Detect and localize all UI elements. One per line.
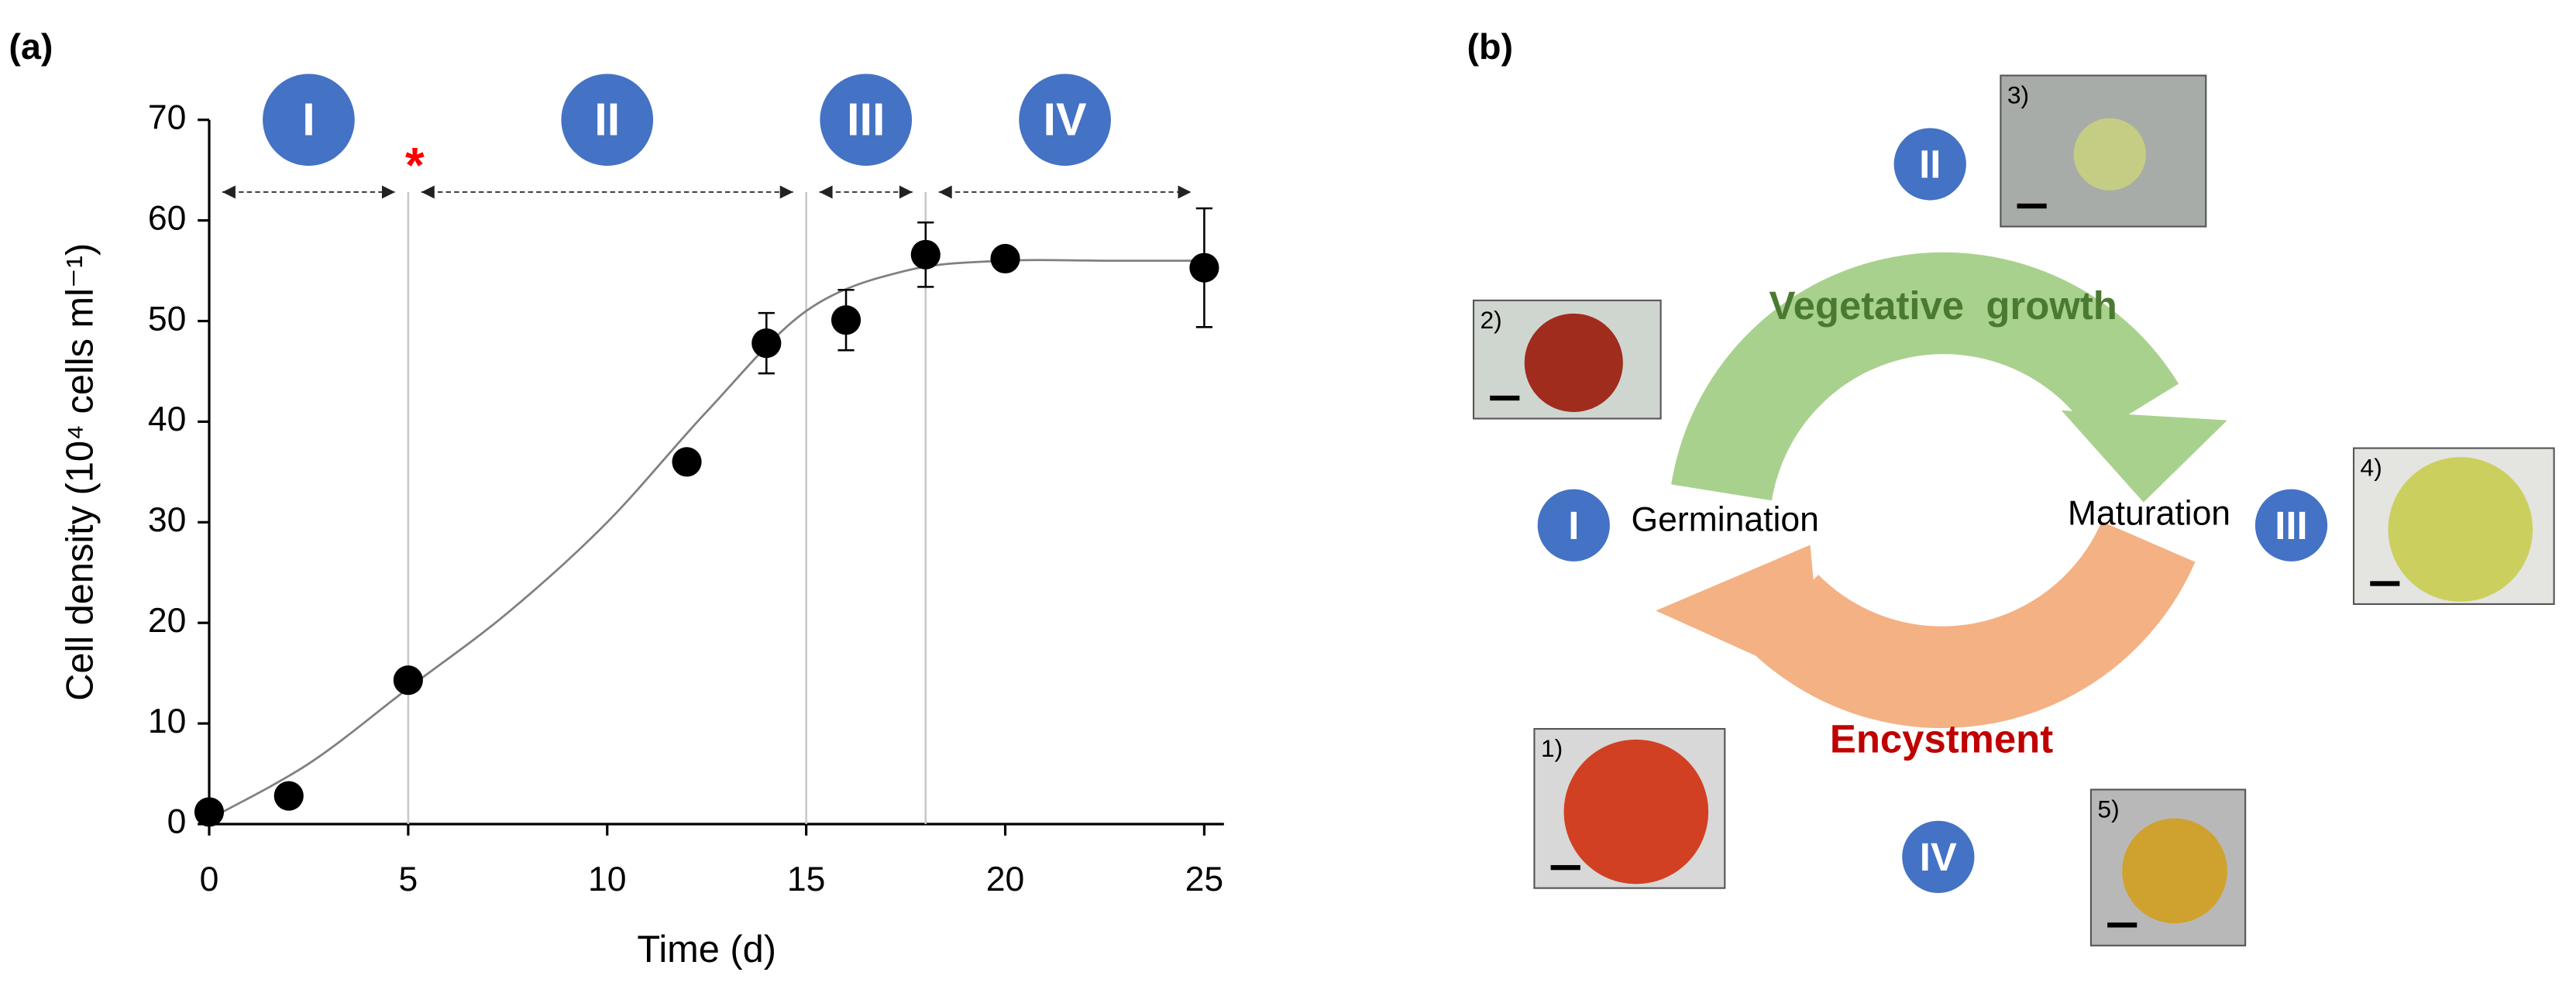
cell <box>2388 457 2533 602</box>
phase-badge <box>820 74 913 167</box>
scale-bar <box>1490 395 1520 401</box>
data-point <box>273 781 304 811</box>
x-tick-label: 0 <box>200 860 219 898</box>
arrow-head <box>819 185 833 199</box>
scale-bar <box>2107 922 2137 928</box>
scale-bar <box>1550 864 1580 871</box>
fit-curve <box>208 259 1205 820</box>
y-tick-label: 10 <box>148 702 187 740</box>
phase-badge <box>1902 820 1975 893</box>
life-cycle: Vegetative growth Encystment Germination… <box>1631 252 2230 761</box>
x-tick-label: 25 <box>1185 860 1223 898</box>
phase-label: II <box>1919 143 1941 187</box>
scale-bar <box>2370 581 2400 586</box>
arrow-head <box>779 185 793 199</box>
stage-label: Germination <box>1631 501 1818 539</box>
phase-badge <box>263 74 355 167</box>
data-point <box>751 328 782 359</box>
y-tick-label: 30 <box>148 501 187 539</box>
arrow-head <box>1178 185 1192 199</box>
phase-badge <box>561 74 654 167</box>
arrow-head <box>899 185 913 199</box>
arrow-head <box>938 185 952 199</box>
image-label: 3) <box>2007 81 2029 108</box>
x-tick-label: 5 <box>399 860 418 898</box>
arrow-head <box>1656 544 1824 686</box>
y-tick-label: 0 <box>167 803 187 841</box>
phase-label: I <box>1568 503 1579 548</box>
phase-label: I <box>302 94 315 146</box>
micrograph <box>2000 74 2207 228</box>
x-tick-label: 20 <box>986 860 1025 898</box>
stage-label: Maturation <box>2068 494 2230 532</box>
y-tick-label: 60 <box>148 199 187 237</box>
image-label: 5) <box>2097 795 2119 823</box>
arrow-head <box>381 185 395 199</box>
arrow-label: Vegetative growth <box>1769 283 2117 328</box>
arrow-head <box>421 185 435 199</box>
data-point <box>990 243 1020 274</box>
phase-badge <box>1537 489 1610 562</box>
phase-badge <box>2254 489 2328 562</box>
x-tick-label: 10 <box>588 860 627 898</box>
cell <box>1563 739 1709 884</box>
encystment-arrow <box>1745 520 2196 729</box>
phase-label: IV <box>1044 94 1087 146</box>
y-tick-label: 70 <box>148 98 187 136</box>
phase-label: III <box>2275 503 2307 548</box>
y-tick-label: 50 <box>148 300 187 338</box>
x-axis-label: Time (d) <box>637 929 776 970</box>
scale-bar <box>2017 203 2047 209</box>
data-point <box>393 665 423 696</box>
data-point <box>194 797 225 827</box>
x-tick-label: 15 <box>787 860 826 898</box>
growth-arrow <box>1671 252 2179 502</box>
image-label: 4) <box>2361 454 2382 482</box>
panel-label: (a) <box>9 26 53 67</box>
phase-badge <box>1019 74 1111 167</box>
data-point <box>910 239 941 270</box>
phase-badge <box>1893 128 1966 201</box>
phase-label: II <box>594 94 620 146</box>
panel-label: (b) <box>1467 26 1514 67</box>
image-label: 1) <box>1541 734 1563 762</box>
arrow-head <box>222 185 236 199</box>
arrow-head <box>2061 410 2227 503</box>
data-point <box>1189 252 1219 283</box>
phase-label: III <box>847 94 885 146</box>
cell <box>2073 118 2146 191</box>
image-label: 2) <box>1480 306 1501 334</box>
y-tick-label: 20 <box>148 602 187 640</box>
data-point <box>831 305 862 335</box>
y-axis-label: Cell density (10⁴ cells ml⁻¹) <box>60 243 101 701</box>
cell <box>2122 818 2227 924</box>
cell <box>1524 313 1623 412</box>
phase-label: IV <box>1920 835 1957 879</box>
arrow-label: Encystment <box>1830 716 2053 761</box>
y-tick-label: 40 <box>148 400 187 438</box>
data-point <box>672 447 702 477</box>
annotation: * <box>405 138 425 193</box>
